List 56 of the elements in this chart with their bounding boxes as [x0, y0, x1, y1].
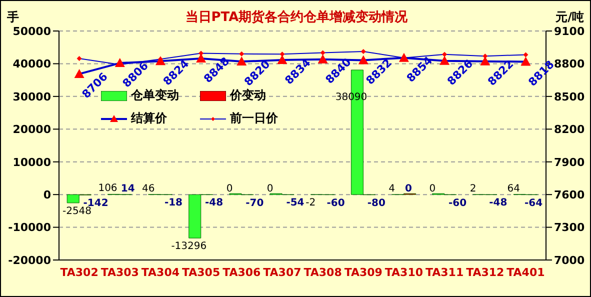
- data-label: 64: [507, 183, 520, 194]
- x-tick-label: TA306: [222, 266, 262, 279]
- data-label: -80: [367, 198, 386, 209]
- y2-axis-title: 元/吨: [556, 9, 584, 26]
- data-label: 14: [120, 184, 135, 195]
- y2-tick-label: 8800: [554, 58, 585, 71]
- data-label: -60: [326, 198, 345, 209]
- data-label: 0: [266, 184, 274, 195]
- chart-title: 当日PTA期货各合约仓单增减变动情况: [185, 10, 408, 25]
- y2-tick-label: 9100: [554, 24, 585, 38]
- y-tick-label: 40000: [12, 58, 52, 71]
- data-label: 46: [142, 183, 155, 194]
- y2-tick-label: 7300: [554, 221, 585, 234]
- data-label: -13296: [171, 241, 207, 252]
- data-label: -2: [306, 198, 316, 209]
- y-tick-label: 0: [43, 188, 52, 202]
- x-tick-label: TA311: [425, 266, 464, 279]
- data-label: -70: [246, 198, 264, 209]
- data-label: 0: [404, 184, 412, 195]
- data-label: -60: [448, 198, 467, 209]
- x-tick-label: TA310: [384, 266, 424, 279]
- x-tick-label: TA401: [506, 266, 545, 279]
- y-tick-label: -20000: [8, 254, 52, 267]
- y-tick-label: 30000: [12, 90, 52, 104]
- y2-tick-label: 7900: [554, 156, 585, 169]
- x-tick-label: TA307: [263, 266, 302, 279]
- y-axis-title: 手: [7, 9, 19, 26]
- data-label: 2: [470, 184, 476, 195]
- y-tick-label: 50000: [12, 24, 52, 38]
- data-label: -54: [286, 198, 304, 209]
- legend-label: 结算价: [131, 110, 167, 127]
- x-tick-label: TA309: [344, 266, 382, 279]
- y2-tick-label: 7600: [554, 188, 585, 202]
- x-tick-label: TA303: [100, 266, 139, 279]
- x-tick-label: TA302: [60, 266, 98, 279]
- x-tick-label: TA308: [304, 266, 342, 279]
- data-label: 0: [226, 184, 233, 195]
- y2-tick-label: 8500: [554, 90, 585, 104]
- y-tick-label: -10000: [8, 221, 52, 234]
- data-label: -18: [164, 198, 183, 209]
- data-label: -64: [524, 198, 543, 209]
- data-label: -48: [205, 198, 224, 209]
- y2-tick-label: 8200: [554, 123, 585, 136]
- y2-tick-label: 7000: [554, 254, 585, 267]
- x-tick-label: TA304: [141, 266, 180, 279]
- legend-label: 仓单变动: [131, 87, 179, 104]
- x-tick-label: TA312: [466, 266, 504, 279]
- data-label: -48: [489, 198, 508, 209]
- x-tick-label: TA305: [182, 266, 220, 279]
- y-tick-label: 10000: [12, 156, 52, 169]
- legend-label: 价变动: [230, 87, 266, 104]
- legend-label: 前一日价: [230, 110, 278, 127]
- y-tick-label: 20000: [12, 123, 52, 136]
- data-label: 0: [429, 184, 436, 195]
- data-label: 106: [98, 183, 118, 194]
- data-label: 4: [388, 184, 396, 195]
